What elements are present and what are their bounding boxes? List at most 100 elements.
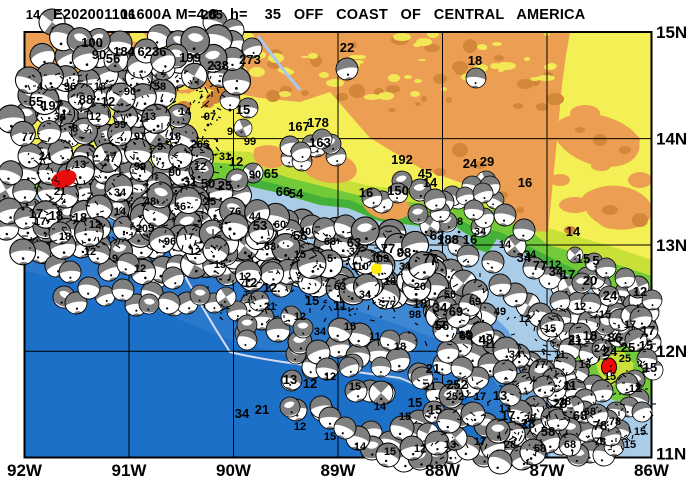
svg-text:56: 56	[435, 318, 449, 333]
svg-text:58: 58	[541, 424, 555, 439]
svg-text:205: 205	[136, 223, 154, 235]
svg-text:34: 34	[517, 250, 532, 265]
svg-text:16: 16	[463, 232, 477, 247]
svg-text:47: 47	[104, 153, 116, 165]
svg-text:22: 22	[340, 40, 354, 55]
svg-text:11: 11	[554, 349, 566, 361]
svg-text:8: 8	[72, 123, 78, 135]
svg-text:21: 21	[255, 402, 269, 417]
svg-text:77: 77	[22, 131, 34, 143]
svg-text:97: 97	[204, 111, 216, 123]
svg-text:11: 11	[333, 298, 347, 313]
svg-text:14: 14	[566, 224, 581, 239]
svg-text:18: 18	[468, 53, 482, 68]
svg-text:16: 16	[518, 175, 532, 190]
svg-text:24: 24	[603, 344, 618, 359]
svg-text:20: 20	[414, 281, 426, 293]
svg-text:28: 28	[504, 439, 516, 451]
svg-text:17: 17	[501, 408, 515, 423]
svg-text:188: 188	[437, 232, 459, 247]
svg-text:163: 163	[309, 135, 331, 150]
svg-text:199: 199	[179, 50, 201, 65]
svg-text:12: 12	[194, 161, 206, 173]
svg-text:17: 17	[474, 391, 486, 403]
svg-text:69: 69	[469, 296, 481, 308]
svg-text:28: 28	[524, 413, 536, 425]
svg-text:86: 86	[608, 330, 622, 345]
svg-text:58: 58	[154, 81, 166, 93]
svg-text:98: 98	[409, 309, 421, 321]
svg-text:25: 25	[621, 340, 635, 355]
svg-text:53: 53	[253, 218, 267, 233]
svg-text:8: 8	[457, 216, 463, 228]
svg-text:90: 90	[249, 169, 261, 181]
svg-text:29: 29	[480, 154, 494, 169]
svg-text:12: 12	[84, 246, 96, 258]
svg-text:25: 25	[619, 353, 631, 365]
svg-text:12: 12	[89, 219, 101, 231]
svg-text:12: 12	[89, 111, 101, 123]
svg-text:15: 15	[384, 446, 396, 458]
svg-text:5: 5	[592, 253, 599, 268]
svg-text:18: 18	[413, 296, 427, 311]
svg-text:18: 18	[394, 341, 406, 353]
svg-text:12: 12	[229, 154, 243, 169]
svg-text:205: 205	[201, 7, 223, 22]
svg-text:17: 17	[641, 323, 655, 338]
svg-text:56: 56	[106, 51, 120, 66]
svg-text:34: 34	[314, 326, 327, 338]
svg-text:77: 77	[423, 251, 437, 266]
svg-text:12: 12	[101, 94, 115, 109]
svg-text:12: 12	[263, 280, 277, 295]
svg-text:17: 17	[624, 319, 636, 331]
svg-text:15: 15	[399, 411, 411, 423]
svg-text:54: 54	[289, 186, 304, 201]
svg-text:109: 109	[371, 253, 389, 265]
svg-text:31: 31	[219, 151, 231, 163]
svg-text:11: 11	[484, 339, 496, 351]
svg-text:92W: 92W	[7, 461, 43, 480]
svg-text:12: 12	[303, 376, 317, 391]
svg-text:12: 12	[294, 311, 306, 323]
svg-text:15: 15	[576, 251, 590, 266]
svg-text:18: 18	[49, 208, 63, 223]
svg-text:69: 69	[459, 328, 473, 343]
svg-text:21: 21	[54, 186, 66, 198]
svg-text:63: 63	[430, 228, 444, 243]
svg-text:28: 28	[521, 416, 535, 431]
svg-text:96: 96	[64, 81, 76, 93]
svg-text:88: 88	[79, 92, 93, 107]
svg-text:18: 18	[384, 276, 396, 288]
svg-text:21: 21	[426, 361, 440, 376]
svg-text:167: 167	[288, 119, 310, 134]
svg-text:24: 24	[594, 343, 607, 355]
svg-text:58: 58	[534, 443, 546, 455]
svg-text:78: 78	[594, 436, 606, 448]
svg-text:90: 90	[169, 167, 181, 179]
svg-text:14: 14	[26, 7, 41, 22]
svg-text:14: 14	[179, 106, 192, 118]
svg-text:21: 21	[569, 333, 581, 345]
svg-text:91W: 91W	[112, 461, 148, 480]
svg-text:15: 15	[349, 381, 361, 393]
svg-text:9: 9	[227, 126, 233, 138]
svg-text:87W: 87W	[530, 461, 566, 480]
svg-text:49: 49	[479, 332, 493, 347]
svg-text:6236: 6236	[138, 44, 167, 59]
svg-text:17: 17	[561, 267, 575, 282]
svg-text:12: 12	[294, 421, 306, 433]
svg-text:205: 205	[191, 139, 209, 151]
svg-text:15: 15	[544, 323, 556, 335]
svg-text:96: 96	[164, 236, 176, 248]
svg-text:18: 18	[59, 231, 71, 243]
svg-text:14: 14	[499, 239, 512, 251]
svg-text:99: 99	[114, 119, 126, 131]
svg-text:77: 77	[533, 258, 547, 273]
svg-text:12: 12	[549, 259, 561, 271]
svg-text:77: 77	[381, 241, 395, 256]
svg-text:17: 17	[29, 206, 43, 221]
svg-text:89W: 89W	[321, 461, 357, 480]
svg-text:65: 65	[264, 166, 278, 181]
svg-text:15N: 15N	[656, 23, 687, 42]
svg-text:48: 48	[144, 196, 156, 208]
